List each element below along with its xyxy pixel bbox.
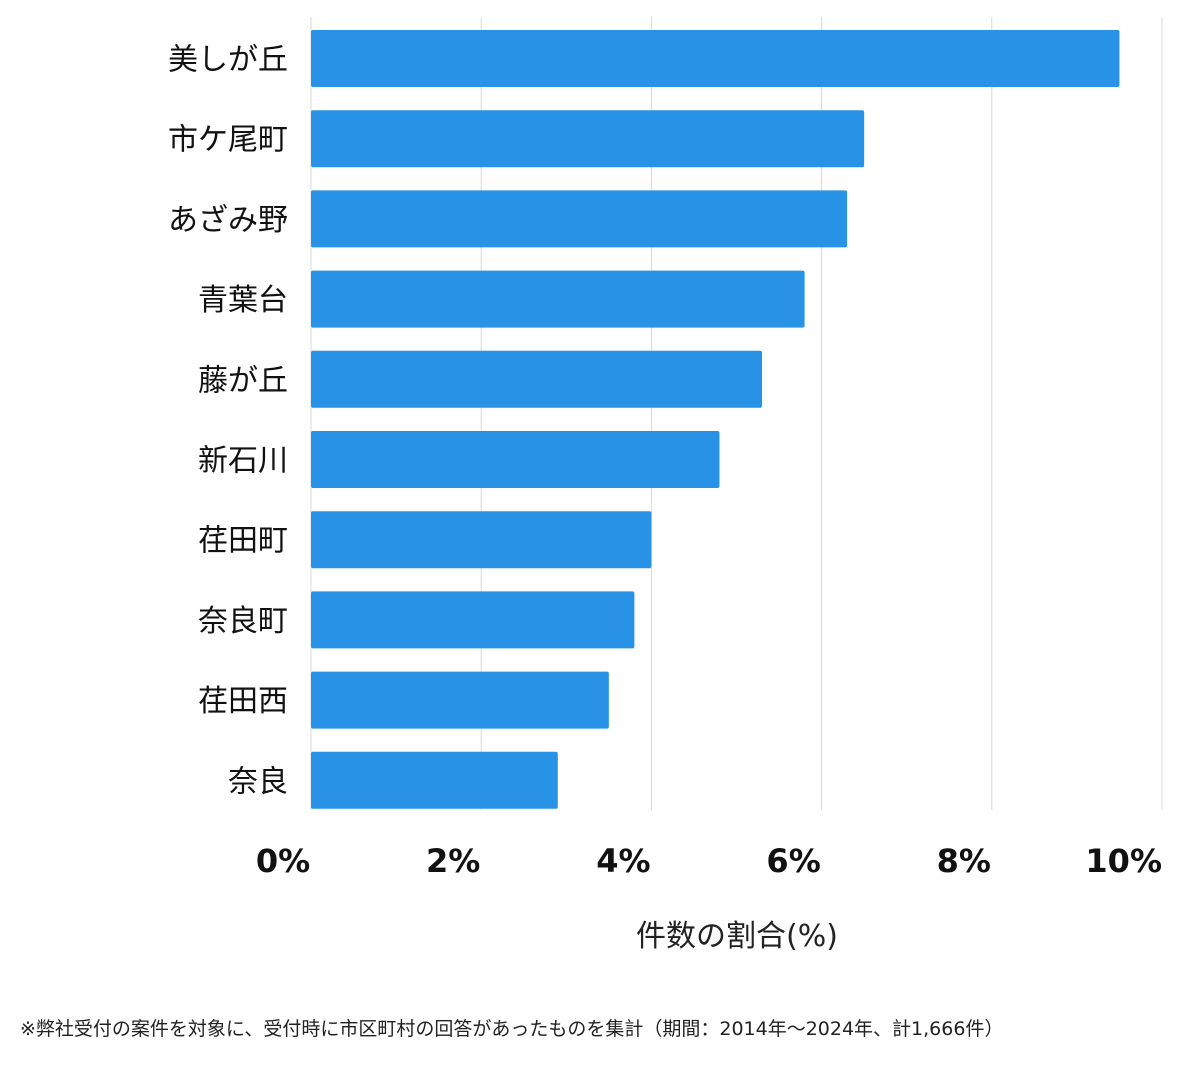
bar	[311, 591, 635, 649]
category-label: 市ケ尾町	[168, 123, 288, 158]
category-label: 美しが丘	[168, 43, 288, 78]
bar	[311, 110, 865, 168]
bar	[311, 190, 848, 248]
x-tick-label: 6%	[766, 842, 820, 880]
category-label: あざみ野	[168, 203, 288, 238]
bar	[311, 30, 1120, 87]
bar	[311, 431, 720, 488]
x-tick-label: 10%	[1085, 842, 1162, 880]
category-label: 荏田町	[198, 524, 288, 559]
bar	[311, 350, 763, 408]
category-label: 新石川	[198, 444, 288, 479]
category-label: 藤が丘	[198, 363, 288, 398]
bar	[311, 751, 558, 809]
x-tick-label: 4%	[596, 842, 650, 880]
category-label: 荏田西	[198, 684, 288, 719]
category-label: 青葉台	[198, 283, 288, 318]
footnote: ※弊社受付の案件を対象に、受付時に市区町村の回答があったものを集計（期間：201…	[20, 1018, 1004, 1040]
x-tick-labels: 0% 2% 4% 6% 8% 10%	[256, 842, 1162, 880]
x-tick-label: 8%	[937, 842, 991, 880]
bar	[311, 270, 805, 328]
category-label: 奈良	[228, 764, 288, 799]
bars	[311, 30, 1120, 809]
category-label: 奈良町	[198, 604, 288, 639]
x-tick-label: 2%	[426, 842, 480, 880]
bar	[311, 511, 652, 569]
x-tick-label: 0%	[256, 842, 310, 880]
bar	[311, 671, 609, 729]
x-axis-title: 件数の割合(%)	[636, 919, 838, 954]
